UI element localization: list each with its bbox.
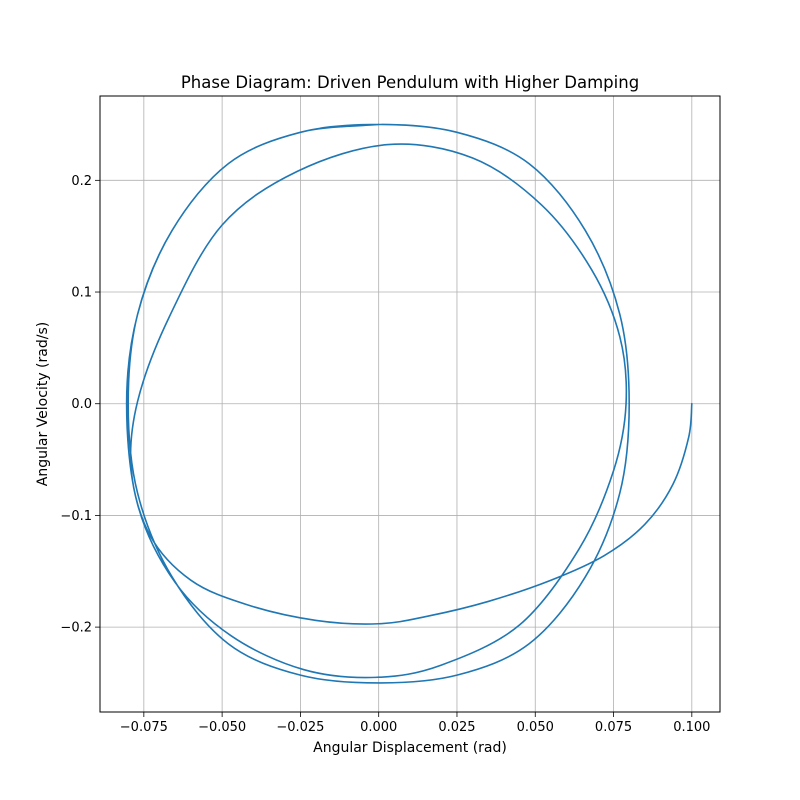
x-tick-label: −0.025 (276, 720, 324, 735)
y-axis-ticks: −0.2 −0.1 0.0 0.1 0.2 (60, 174, 100, 636)
x-tick-label: −0.075 (120, 720, 168, 735)
x-axis-ticks: −0.075 −0.050 −0.025 0.000 0.025 0.050 0.075 0.… (120, 712, 710, 735)
x-tick-label: 0.075 (595, 720, 632, 735)
y-tick-label: 0.1 (71, 286, 92, 301)
y-axis-label: Angular Velocity (rad/s) (35, 322, 51, 486)
y-tick-label: 0.0 (71, 397, 92, 412)
x-axis-label: Angular Displacement (rad) (313, 740, 507, 756)
x-tick-label: 0.025 (438, 720, 475, 735)
x-tick-label: 0.050 (517, 720, 554, 735)
y-tick-label: −0.2 (60, 621, 92, 636)
y-tick-label: 0.2 (71, 174, 92, 189)
y-tick-label: −0.1 (60, 509, 92, 524)
series-layer (125, 123, 693, 684)
chart-title: Phase Diagram: Driven Pendulum with High… (181, 73, 639, 92)
x-tick-label: 0.000 (360, 720, 397, 735)
x-tick-label: 0.100 (673, 720, 710, 735)
x-tick-label: −0.050 (198, 720, 246, 735)
phase-trajectory-line (125, 123, 693, 684)
